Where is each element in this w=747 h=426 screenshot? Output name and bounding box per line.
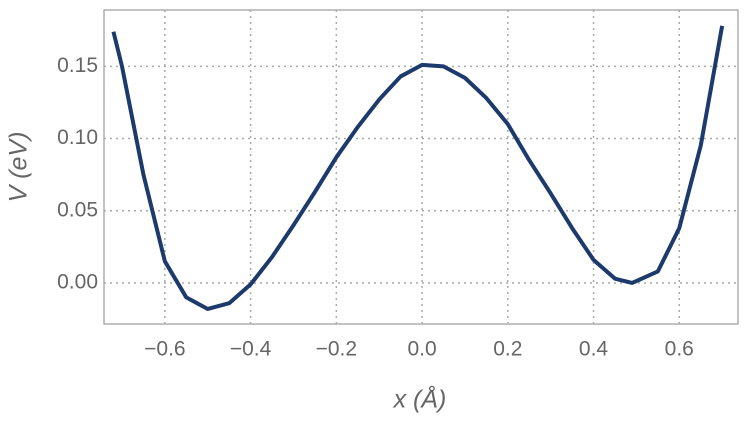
x-tick-label: −0.6 bbox=[144, 338, 185, 361]
x-tick-label: 0.6 bbox=[665, 338, 694, 361]
y-tick-label: 0.00 bbox=[57, 271, 98, 294]
x-axis-label: x (Å) bbox=[393, 384, 447, 414]
x-tick-label: 0.2 bbox=[493, 338, 522, 361]
x-tick-label: 0.4 bbox=[579, 338, 609, 361]
y-tick-label: 0.15 bbox=[57, 54, 98, 77]
y-tick-label: 0.05 bbox=[57, 198, 98, 221]
x-tick-label: −0.2 bbox=[316, 338, 357, 361]
data-line bbox=[111, 25, 725, 311]
x-tick-label: −0.4 bbox=[230, 338, 272, 361]
plot-frame bbox=[103, 9, 739, 325]
x-tick-label: 0.0 bbox=[407, 338, 436, 361]
y-tick-label: 0.10 bbox=[57, 126, 98, 149]
y-axis-label: V (eV) bbox=[5, 132, 33, 203]
